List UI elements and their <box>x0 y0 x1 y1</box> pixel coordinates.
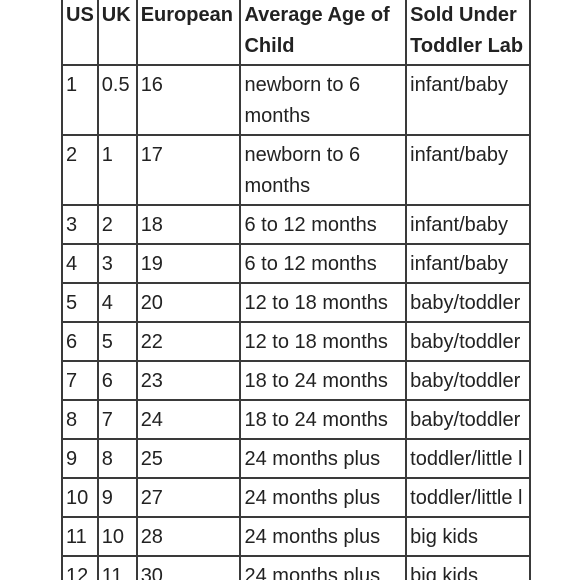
table-cell: 19 <box>135 243 242 284</box>
header-cell: Sold Under Toddler Lab <box>405 0 531 66</box>
table-cell: 28 <box>135 516 242 557</box>
table-cell: 18 to 24 months <box>239 399 408 440</box>
table-cell: 11 <box>96 555 138 580</box>
table-row: 9 8 25 24 months plus toddler/little l <box>61 438 531 479</box>
table-cell: 22 <box>135 321 242 362</box>
table-cell: baby/toddler <box>405 282 531 323</box>
table-cell: 24 months plus <box>239 477 408 518</box>
table-cell: 2 <box>96 204 138 245</box>
table-row: 3 2 18 6 to 12 months infant/baby <box>61 204 531 245</box>
table-cell: 2 <box>61 134 99 206</box>
table-row: 2 1 17 newborn to 6 months infant/baby <box>61 134 531 206</box>
table-cell: 18 to 24 months <box>239 360 408 401</box>
header-row: US UK European Average Age of Child Sold Und… <box>61 0 531 66</box>
table-cell: baby/toddler <box>405 321 531 362</box>
table-cell: 23 <box>135 360 242 401</box>
table-body: 1 0.5 16 newborn to 6 months infant/baby 2 1 17… <box>61 64 531 580</box>
table-row: 5 4 20 12 to 18 months baby/toddler <box>61 282 531 323</box>
table-cell: big kids <box>405 555 531 580</box>
table-cell: 8 <box>96 438 138 479</box>
table-cell: infant/baby <box>405 134 531 206</box>
table-cell: 12 to 18 months <box>239 321 408 362</box>
table-frame: US UK European Average Age of Child Sold Und… <box>61 0 531 580</box>
table-row: 8 7 24 18 to 24 months baby/toddler <box>61 399 531 440</box>
header-cell: Average Age of Child <box>239 0 408 66</box>
table-cell: 4 <box>61 243 99 284</box>
table-cell: 12 <box>61 555 99 580</box>
table-cell: 24 months plus <box>239 438 408 479</box>
table-row: 4 3 19 6 to 12 months infant/baby <box>61 243 531 284</box>
table-row: 11 10 28 24 months plus big kids <box>61 516 531 557</box>
table-cell: 27 <box>135 477 242 518</box>
table-cell: 24 months plus <box>239 516 408 557</box>
table-cell: 24 months plus <box>239 555 408 580</box>
table-row: 7 6 23 18 to 24 months baby/toddler <box>61 360 531 401</box>
header-cell: US <box>61 0 99 66</box>
table-cell: 20 <box>135 282 242 323</box>
table-cell: 18 <box>135 204 242 245</box>
table-cell: baby/toddler <box>405 399 531 440</box>
table-cell: 12 to 18 months <box>239 282 408 323</box>
table-cell: 3 <box>61 204 99 245</box>
table-cell: 9 <box>96 477 138 518</box>
table-cell: 25 <box>135 438 242 479</box>
table-cell: 4 <box>96 282 138 323</box>
table-cell: 30 <box>135 555 242 580</box>
table-cell: 9 <box>61 438 99 479</box>
table-cell: 24 <box>135 399 242 440</box>
table-cell: infant/baby <box>405 64 531 136</box>
table-cell: 6 to 12 months <box>239 204 408 245</box>
table-cell: 1 <box>96 134 138 206</box>
table-cell: 16 <box>135 64 242 136</box>
table-cell: infant/baby <box>405 243 531 284</box>
table-cell: 8 <box>61 399 99 440</box>
table-cell: 7 <box>96 399 138 440</box>
table-row: 6 5 22 12 to 18 months baby/toddler <box>61 321 531 362</box>
table-cell: newborn to 6 months <box>239 64 408 136</box>
header-cell: European <box>135 0 242 66</box>
table-cell: 10 <box>96 516 138 557</box>
table-row: 12 11 30 24 months plus big kids <box>61 555 531 580</box>
table-cell: 7 <box>61 360 99 401</box>
table-cell: big kids <box>405 516 531 557</box>
table-cell: baby/toddler <box>405 360 531 401</box>
table-cell: 6 <box>96 360 138 401</box>
table-row: 1 0.5 16 newborn to 6 months infant/baby <box>61 64 531 136</box>
table-cell: 17 <box>135 134 242 206</box>
table-cell: 11 <box>61 516 99 557</box>
header-cell: UK <box>96 0 138 66</box>
table-cell: 6 to 12 months <box>239 243 408 284</box>
table-cell: toddler/little l <box>405 438 531 479</box>
table-cell: 5 <box>96 321 138 362</box>
table-row: 10 9 27 24 months plus toddler/little l <box>61 477 531 518</box>
table-cell: 1 <box>61 64 99 136</box>
table-cell: 10 <box>61 477 99 518</box>
table-cell: toddler/little l <box>405 477 531 518</box>
size-table: US UK European Average Age of Child Sold Und… <box>61 0 531 580</box>
table-cell: 3 <box>96 243 138 284</box>
table-cell: newborn to 6 months <box>239 134 408 206</box>
table-cell: 5 <box>61 282 99 323</box>
table-cell: infant/baby <box>405 204 531 245</box>
table-cell: 0.5 <box>96 64 138 136</box>
table-cell: 6 <box>61 321 99 362</box>
